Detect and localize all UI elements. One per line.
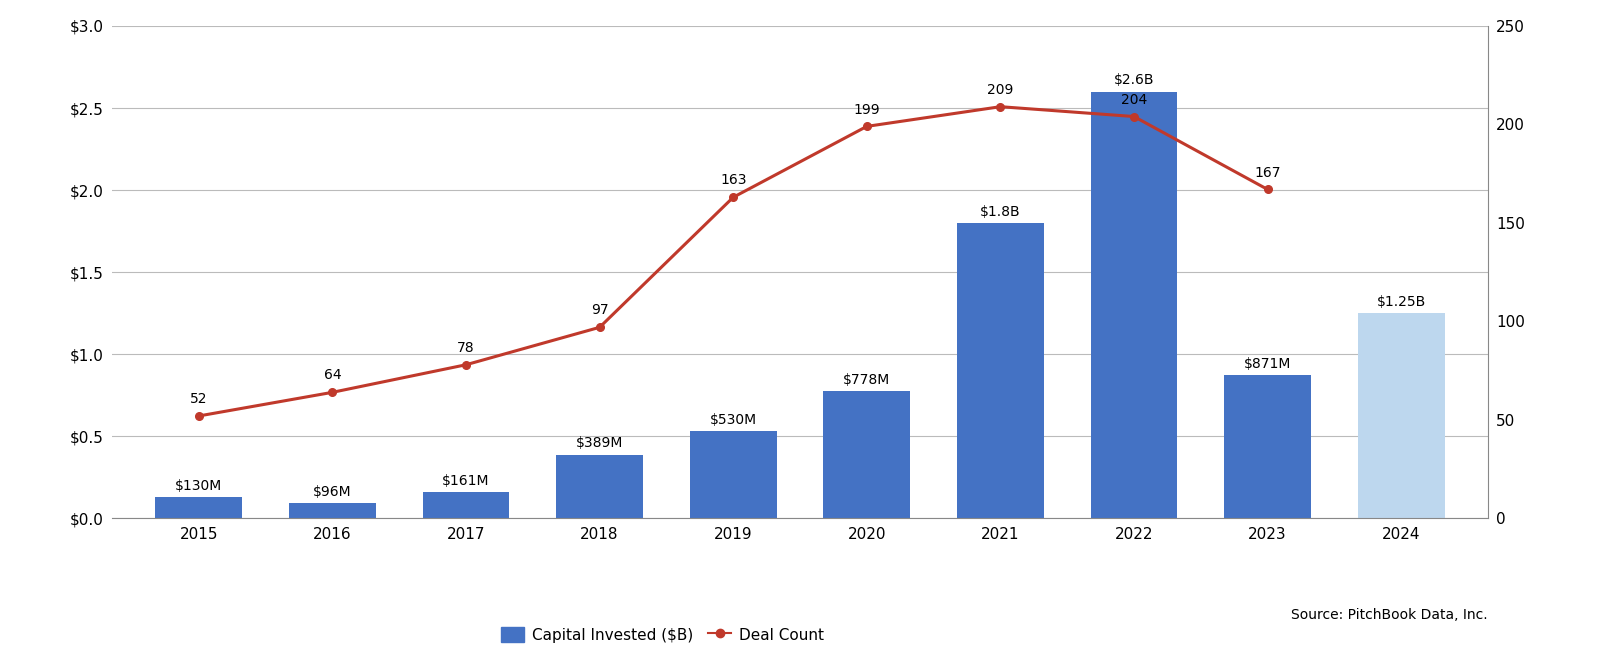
Text: $161M: $161M	[442, 474, 490, 488]
Text: $96M: $96M	[314, 485, 352, 498]
Text: 64: 64	[323, 369, 341, 382]
Bar	[155, 497, 242, 518]
Bar	[1224, 375, 1310, 518]
Text: $530M: $530M	[710, 413, 757, 427]
Text: 167: 167	[1254, 166, 1282, 179]
Text: $2.6B: $2.6B	[1114, 73, 1154, 87]
Bar	[957, 223, 1043, 518]
Text: Source: PitchBook Data, Inc.: Source: PitchBook Data, Inc.	[1291, 608, 1488, 622]
Text: 52: 52	[190, 392, 208, 406]
Text: 78: 78	[458, 341, 475, 355]
Text: $1.8B: $1.8B	[981, 205, 1021, 219]
Text: 199: 199	[853, 102, 880, 117]
Bar	[422, 492, 509, 518]
Bar	[824, 391, 910, 518]
Legend: Capital Invested ($B), Deal Count: Capital Invested ($B), Deal Count	[494, 620, 830, 648]
Text: 97: 97	[590, 303, 608, 318]
Bar	[690, 432, 776, 518]
Bar	[1091, 91, 1178, 518]
Text: $389M: $389M	[576, 437, 624, 450]
Text: $871M: $871M	[1243, 357, 1291, 371]
Bar	[557, 454, 643, 518]
Text: 204: 204	[1122, 93, 1147, 107]
Text: 163: 163	[720, 174, 747, 187]
Text: 209: 209	[987, 83, 1013, 97]
Bar	[1358, 313, 1445, 518]
Text: $778M: $778M	[843, 373, 891, 387]
Bar	[290, 503, 376, 518]
Text: $1.25B: $1.25B	[1376, 295, 1426, 309]
Text: $130M: $130M	[176, 479, 222, 493]
